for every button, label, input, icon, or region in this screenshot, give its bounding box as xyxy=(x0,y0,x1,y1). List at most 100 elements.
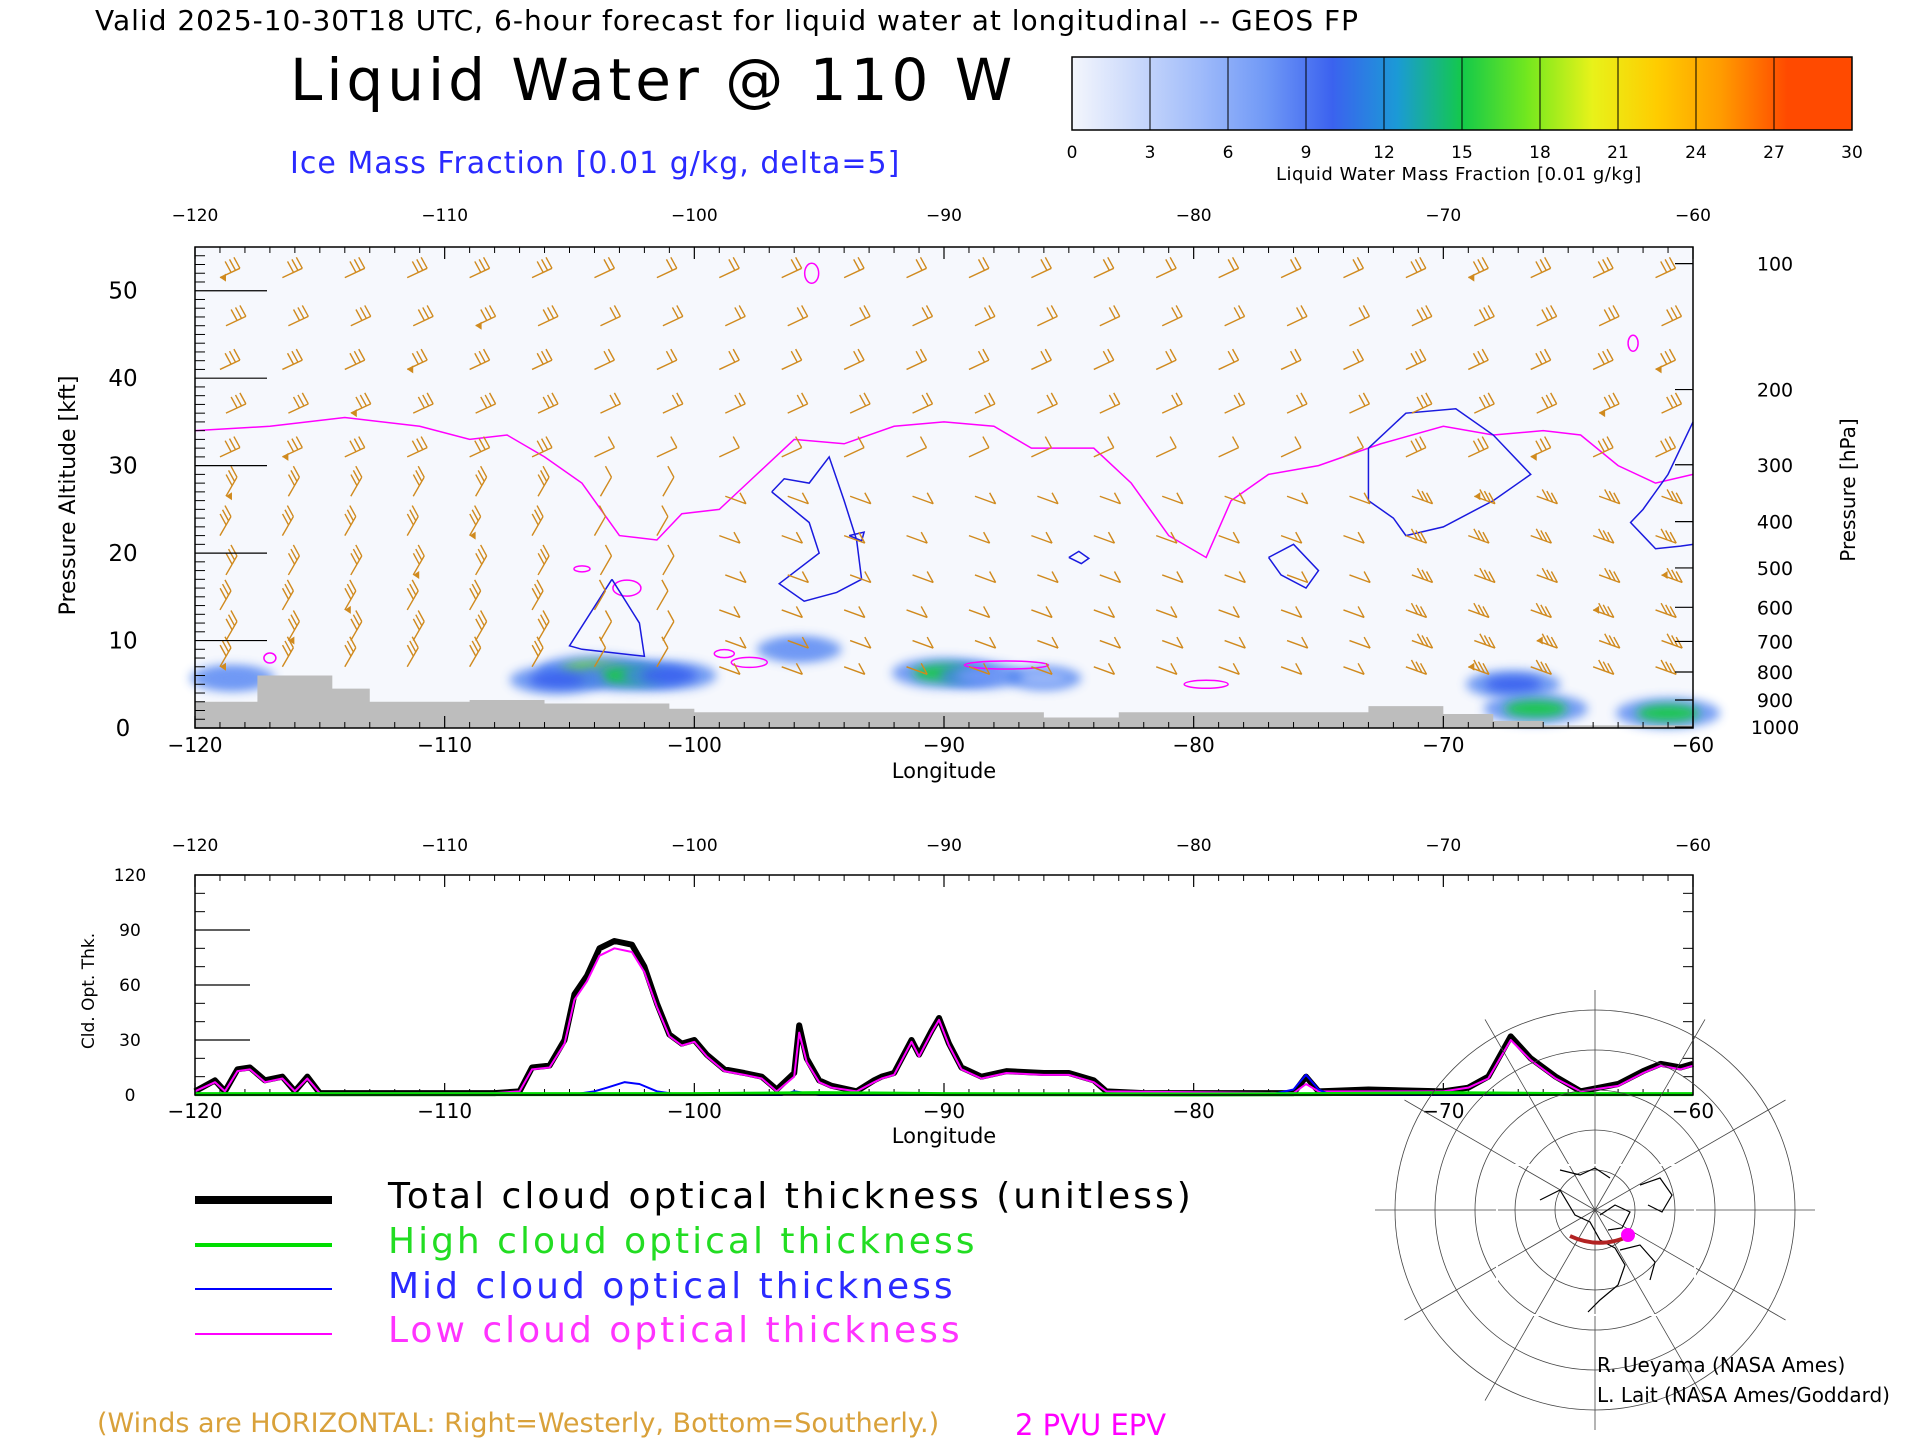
wind-barb xyxy=(1343,531,1365,544)
wind-barb xyxy=(469,505,482,540)
wind-barb xyxy=(469,579,482,611)
wind-barb xyxy=(475,392,497,414)
wind-barb xyxy=(656,636,669,668)
wind-barb xyxy=(531,256,553,279)
wind-barb xyxy=(412,392,434,414)
wind-barb xyxy=(849,571,872,584)
pressure-tick-label: 600 xyxy=(1757,597,1793,619)
wind-barb xyxy=(1598,489,1621,505)
wind-barb xyxy=(1468,528,1490,544)
liquid-water-core xyxy=(1484,676,1542,693)
colorbar-tick-label: 30 xyxy=(1841,143,1863,163)
wind-barb xyxy=(594,348,616,371)
wind-barb xyxy=(719,348,740,371)
wind-barb xyxy=(1155,348,1177,371)
wind-barb xyxy=(725,571,747,584)
wind-barb xyxy=(1155,662,1178,675)
wind-barb xyxy=(843,531,866,544)
wind-barb xyxy=(1218,531,1240,544)
series-line-low xyxy=(194,947,1694,1095)
wind-barb xyxy=(1343,436,1365,458)
wind-barb xyxy=(1031,348,1052,371)
wind-barb xyxy=(1468,436,1489,458)
chart-title: Liquid Water @ 110 W xyxy=(290,46,1017,114)
x-tick-label-bottom: −120 xyxy=(168,1099,223,1123)
liquid-water-core xyxy=(1636,704,1700,722)
wind-barb xyxy=(1405,436,1427,458)
wind-barb xyxy=(531,505,544,536)
x-tick-label-bottom: −80 xyxy=(1173,1099,1215,1123)
wind-barb xyxy=(781,436,803,458)
wind-barb xyxy=(1280,606,1303,619)
liquid-water-core xyxy=(207,670,258,686)
wind-barb xyxy=(537,305,559,327)
wind-barb xyxy=(225,305,247,327)
x-axis-title: Longitude xyxy=(892,1124,996,1148)
colorbar-segment xyxy=(1072,57,1138,130)
wind-barb xyxy=(906,348,928,371)
wind-barb xyxy=(1037,392,1058,414)
wind-barb xyxy=(1099,305,1121,327)
wind-barb xyxy=(1474,633,1496,649)
wind-barb xyxy=(219,505,232,536)
wind-barb xyxy=(1099,492,1122,505)
wind-barb xyxy=(469,256,491,279)
wind-barb xyxy=(912,305,934,327)
wind-barb xyxy=(219,348,241,371)
wind-barb xyxy=(1093,662,1116,675)
wind-barb xyxy=(287,610,300,645)
wind-barb xyxy=(1405,659,1428,675)
map-meridian xyxy=(1484,1019,1596,1211)
wind-barb xyxy=(1218,662,1240,675)
wind-barb xyxy=(1598,567,1621,584)
wind-barb xyxy=(412,465,425,497)
wind-barb xyxy=(225,610,238,641)
legend-high-label: High cloud optical thickness xyxy=(388,1221,978,1262)
wind-barb xyxy=(1598,392,1620,418)
wind-barb xyxy=(282,436,303,461)
wind-barb xyxy=(725,492,747,505)
x-tick-label-top: −60 xyxy=(1675,836,1711,856)
wind-barb xyxy=(1280,662,1303,675)
wind-barb xyxy=(406,348,428,374)
pressure-tick-label: 500 xyxy=(1757,558,1793,580)
wind-barb xyxy=(1530,659,1553,675)
wind-barb xyxy=(1530,256,1552,279)
wind-barb xyxy=(843,662,866,675)
pressure-tick-label: 700 xyxy=(1757,631,1793,653)
y-axis-title-left: Pressure Altitude [kft] xyxy=(56,376,81,616)
wind-barb xyxy=(1661,392,1683,414)
wind-barb xyxy=(219,256,241,282)
x-tick-label-top: −120 xyxy=(172,206,219,226)
wind-barb xyxy=(469,436,491,458)
wind-barb xyxy=(1280,531,1303,544)
wind-barb xyxy=(1474,567,1496,584)
wind-barb xyxy=(1286,392,1308,414)
wind-barb xyxy=(719,436,740,458)
x-tick-label-top: −110 xyxy=(421,836,468,856)
x-tick-label-top: −70 xyxy=(1425,836,1461,856)
cross-section-panel: −120 −120 −110 −110 −100 −100 −90 −90 −80 −80 −70 −… xyxy=(56,206,1860,783)
wind-barb xyxy=(537,392,559,414)
wind-barb xyxy=(282,256,303,279)
wind-barb xyxy=(662,392,684,414)
wind-barb xyxy=(406,436,428,458)
wind-barb xyxy=(406,636,419,668)
epv-note: 2 PVU EPV xyxy=(1015,1408,1167,1442)
pressure-tick-label: 100 xyxy=(1757,254,1793,276)
colorbar-tick-label: 21 xyxy=(1607,143,1629,163)
wind-barb xyxy=(781,256,803,279)
terrain-fill xyxy=(195,675,1693,728)
wind-barb xyxy=(1224,636,1246,649)
colorbar-segment xyxy=(1267,57,1333,130)
wind-barb xyxy=(968,606,991,619)
wind-barb xyxy=(219,436,241,458)
wind-barb xyxy=(1161,571,1184,584)
colorbar: 0 3 6 9 12 15 18 21 24 27 30 xyxy=(1067,56,1863,163)
wind-barb xyxy=(1286,305,1308,327)
wind-barb xyxy=(912,636,934,649)
wind-barb xyxy=(781,606,804,619)
colorbar-segment xyxy=(1722,57,1788,130)
wind-barb xyxy=(1224,492,1246,505)
x-tick-label-bottom: −100 xyxy=(667,1099,722,1123)
